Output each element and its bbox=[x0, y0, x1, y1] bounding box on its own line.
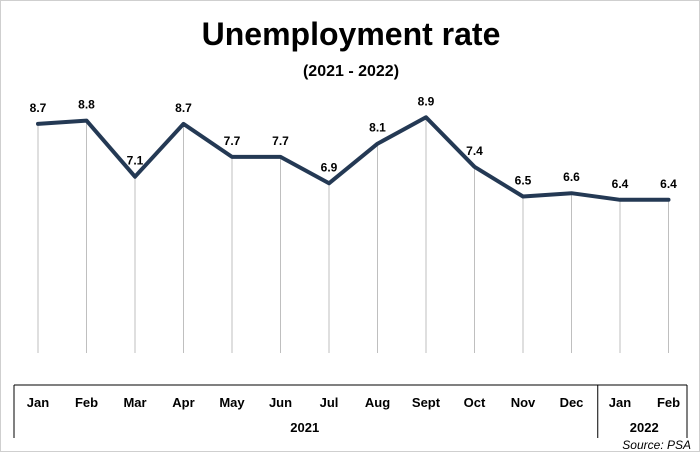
chart-title: Unemployment rate bbox=[202, 16, 501, 52]
x-tick-label: Feb bbox=[75, 395, 98, 410]
data-label: 6.9 bbox=[321, 160, 338, 174]
x-tick-label: Jan bbox=[609, 395, 631, 410]
series-line bbox=[36, 115, 671, 202]
x-tick-label: Jul bbox=[320, 395, 339, 410]
data-label: 7.4 bbox=[466, 144, 483, 158]
data-label: 6.6 bbox=[563, 170, 580, 184]
data-label: 6.5 bbox=[515, 174, 532, 188]
data-label: 8.9 bbox=[418, 94, 435, 108]
x-tick-label: Mar bbox=[123, 395, 146, 410]
x-tick-label: Sept bbox=[412, 395, 441, 410]
source-note: Source: PSA bbox=[622, 438, 691, 451]
data-label: 6.4 bbox=[660, 177, 677, 191]
x-tick-label: Aug bbox=[365, 395, 390, 410]
chart-subtitle: (2021 - 2022) bbox=[303, 63, 399, 80]
data-label: 8.8 bbox=[78, 98, 95, 112]
data-label: 6.4 bbox=[612, 177, 629, 191]
year-group-labels: 2021 2022 bbox=[290, 385, 659, 438]
x-tick-label: Feb bbox=[657, 395, 680, 410]
data-label: 8.7 bbox=[175, 101, 192, 115]
x-tick-label: Jan bbox=[27, 395, 49, 410]
data-label: 7.7 bbox=[272, 134, 289, 148]
data-label: 7.1 bbox=[127, 154, 144, 168]
x-tick-label: Dec bbox=[560, 395, 584, 410]
year-group-label: 2022 bbox=[630, 420, 659, 435]
x-tick-label: Oct bbox=[464, 395, 486, 410]
x-tick-label: Nov bbox=[511, 395, 536, 410]
x-tick-label: Jun bbox=[269, 395, 292, 410]
x-tick-label: May bbox=[219, 395, 245, 410]
data-labels: 8.7 8.8 7.1 8.7 7.7 7.7 6.9 8.1 8.9 7.4 6.5 6.6 6.4 6… bbox=[30, 94, 678, 191]
x-axis bbox=[13, 384, 688, 438]
data-label: 8.1 bbox=[369, 121, 386, 135]
year-group-label: 2021 bbox=[290, 420, 319, 435]
drop-lines bbox=[37, 117, 669, 353]
x-tick-label: Apr bbox=[172, 395, 194, 410]
data-label: 8.7 bbox=[30, 101, 47, 115]
data-label: 7.7 bbox=[224, 134, 241, 148]
x-tick-labels: Jan Feb Mar Apr May Jun Jul Aug Sept Oct Nov Dec Jan… bbox=[27, 395, 680, 410]
